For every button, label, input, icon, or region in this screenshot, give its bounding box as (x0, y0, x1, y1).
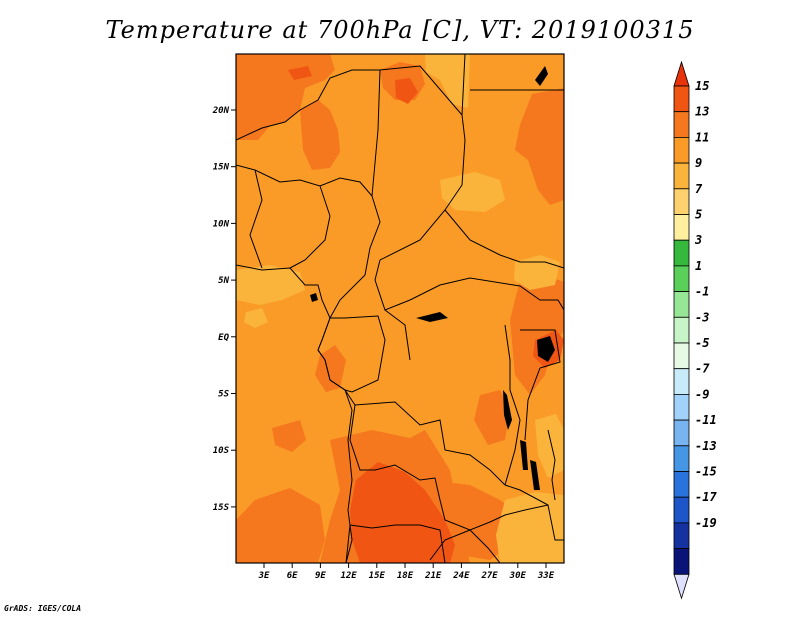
map-frame (235, 53, 565, 564)
longitude-axis: 3E 6E 9E 12E 15E 18E 21E 24E 27E 30E 33E (258, 563, 555, 581)
lat-tick-label: 15S (213, 503, 230, 513)
contour-7-9-southeast (496, 492, 564, 563)
colorbar-label: 5 (695, 208, 702, 222)
contour-11-13-sw-ocean (236, 488, 325, 563)
temperature-field (236, 54, 564, 563)
colorbar-segment (673, 496, 690, 524)
contour-11-13-east-africa (510, 275, 564, 395)
colorbar-label: -3 (695, 310, 709, 324)
contour-7-9-sudan (440, 172, 505, 212)
lon-tick-label: 12E (340, 571, 357, 581)
colorbar-segment (673, 471, 690, 498)
colorbar-label: -11 (695, 413, 717, 427)
lon-tick-label: 27E (480, 571, 498, 581)
colorbar-segment (673, 162, 690, 190)
colorbar-segment (673, 214, 690, 241)
lon-tick-label: 21E (424, 571, 442, 581)
lon-tick-label: 30E (509, 571, 527, 581)
country-borders (236, 54, 564, 563)
lon-tick-label: 9E (315, 571, 326, 581)
lon-tick-label: 15E (369, 571, 386, 581)
colorbar-label: 7 (695, 182, 703, 196)
colorbar-segment (673, 188, 690, 215)
lat-tick-label: 20N (212, 106, 230, 116)
colorbar-segment (673, 291, 690, 318)
colorbar-segment (673, 85, 690, 113)
colorbar-label: -7 (695, 362, 710, 376)
colorbar-label: 1 (695, 259, 702, 273)
colorbar-segment (673, 342, 690, 370)
colorbar-segment (673, 548, 690, 575)
lon-tick-label: 18E (397, 571, 414, 581)
colorbar-bottom-arrow (673, 573, 690, 600)
lat-tick-label: EQ (218, 333, 229, 343)
coastline (236, 264, 353, 563)
lon-tick-label: 24E (452, 571, 470, 581)
colorbar-label: -9 (695, 387, 709, 401)
colorbar-label: 9 (695, 156, 702, 170)
contour-7-9-south-sudan (514, 255, 560, 290)
contour-7-9-guinea-gulf (236, 265, 305, 305)
contour-11-13-niger (300, 100, 340, 170)
contour-7-9-libya (425, 54, 470, 108)
lat-tick-label: 5S (218, 390, 229, 400)
colorbar-segment (673, 393, 690, 421)
lon-tick-label: 3E (258, 571, 270, 581)
colorbar-label: 13 (695, 105, 709, 119)
contour-13-15-sahara (288, 66, 312, 80)
latitude-axis: 20N 15N 10N 5N EQ 5S 10S 15S (212, 106, 236, 513)
contour-11-13-ocean (272, 420, 306, 452)
colorbar-segment (673, 136, 690, 164)
colorbar-label: -1 (695, 285, 709, 299)
lon-tick-label: 33E (537, 571, 555, 581)
grads-credit: GrADS: IGES/COLA (4, 604, 82, 613)
colorbar-label: 15 (695, 79, 709, 93)
colorbar-label: -15 (695, 465, 717, 479)
colorbar-segment (673, 239, 690, 267)
colorbar-segment (673, 316, 690, 344)
colorbar-segment (673, 265, 690, 292)
contour-11-13-tanzania (474, 390, 510, 445)
colorbar: 15 13 11 9 7 5 3 1 -1 -3 -5 -7 -9 -11 -13 -15 -17 -19 (673, 60, 717, 600)
colorbar-label: 3 (694, 233, 702, 247)
contour-7-9-ocean-patch (244, 308, 268, 328)
lat-tick-label: 10S (213, 446, 230, 456)
colorbar-top-arrow (673, 60, 690, 87)
contour-7-9-east (535, 414, 564, 478)
colorbar-segment (673, 111, 690, 138)
colorbar-label: -5 (695, 336, 709, 350)
contour-13-15-angola (350, 462, 455, 563)
lon-tick-label: 6E (287, 571, 298, 581)
colorbar-segment (673, 522, 690, 550)
lat-tick-label: 10N (213, 219, 230, 229)
contour-11-13-sudan-east (515, 88, 564, 205)
contour-13-15-chad (395, 78, 418, 104)
map-title: Temperature at 700hPa [C], VT: 201910031… (105, 16, 695, 44)
lat-tick-label: 5N (218, 276, 229, 286)
colorbar-label: -13 (695, 439, 717, 453)
colorbar-label: -19 (695, 516, 717, 530)
colorbar-label: 11 (695, 130, 709, 144)
lakes (310, 66, 555, 490)
colorbar-segment (673, 368, 690, 395)
colorbar-segment (673, 419, 690, 447)
colorbar-segment (673, 445, 690, 472)
colorbar-label: -17 (695, 490, 717, 504)
lat-tick-label: 15N (213, 163, 230, 173)
